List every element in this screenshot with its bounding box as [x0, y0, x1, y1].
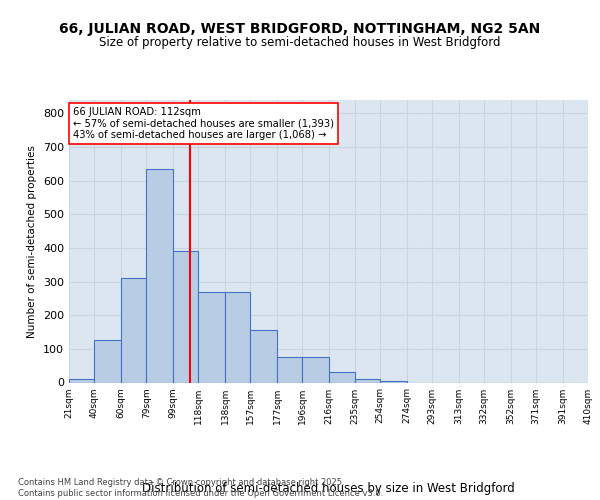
Bar: [302, 358, 329, 382]
Text: Contains HM Land Registry data © Crown copyright and database right 2025.
Contai: Contains HM Land Registry data © Crown c…: [18, 478, 383, 498]
Bar: [69, 379, 94, 382]
Bar: [199, 292, 225, 382]
Bar: [277, 358, 302, 382]
Text: 66, JULIAN ROAD, WEST BRIDGFORD, NOTTINGHAM, NG2 5AN: 66, JULIAN ROAD, WEST BRIDGFORD, NOTTING…: [59, 22, 541, 36]
Bar: [94, 340, 121, 382]
Bar: [250, 330, 277, 382]
Bar: [225, 292, 250, 382]
Bar: [146, 169, 173, 382]
X-axis label: Distribution of semi-detached houses by size in West Bridgford: Distribution of semi-detached houses by …: [142, 482, 515, 495]
Text: 66 JULIAN ROAD: 112sqm
← 57% of semi-detached houses are smaller (1,393)
43% of : 66 JULIAN ROAD: 112sqm ← 57% of semi-det…: [73, 106, 334, 140]
Text: Size of property relative to semi-detached houses in West Bridgford: Size of property relative to semi-detach…: [99, 36, 501, 49]
Bar: [355, 379, 380, 382]
Bar: [380, 381, 407, 382]
Bar: [329, 372, 355, 382]
Bar: [121, 278, 146, 382]
Bar: [173, 252, 199, 382]
Y-axis label: Number of semi-detached properties: Number of semi-detached properties: [28, 145, 37, 338]
